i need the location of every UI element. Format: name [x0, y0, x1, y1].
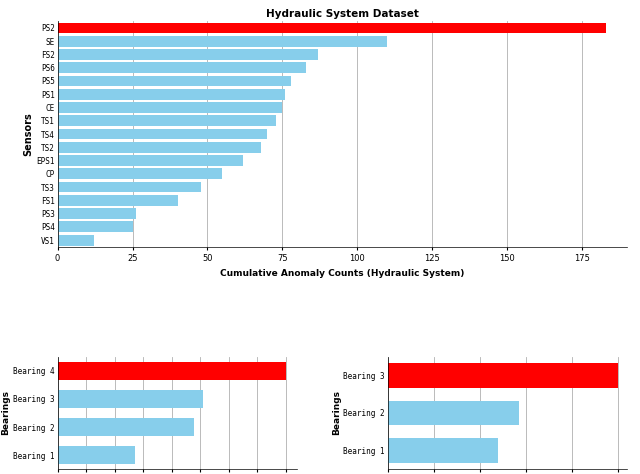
Bar	[58, 195, 177, 206]
Bar	[58, 62, 307, 73]
Bar	[58, 221, 132, 232]
Bar	[388, 363, 618, 388]
Bar	[58, 446, 135, 465]
Y-axis label: Bearings: Bearings	[1, 391, 10, 436]
Bar	[58, 390, 204, 408]
Bar	[58, 23, 606, 33]
Bar	[58, 208, 136, 219]
Bar	[58, 168, 223, 179]
Bar	[58, 142, 262, 153]
X-axis label: Cumulative Anomaly Counts (Hydraulic System): Cumulative Anomaly Counts (Hydraulic Sys…	[220, 269, 465, 278]
Bar	[58, 362, 285, 380]
Title: Hydraulic System Dataset: Hydraulic System Dataset	[266, 9, 419, 19]
Bar	[58, 36, 387, 46]
Bar	[388, 438, 499, 463]
Bar	[58, 89, 285, 100]
Bar	[58, 49, 319, 60]
Bar	[58, 128, 268, 139]
Bar	[58, 235, 93, 246]
Y-axis label: Bearings: Bearings	[332, 391, 340, 436]
Bar	[58, 75, 291, 86]
Bar	[58, 115, 276, 126]
Y-axis label: Sensors: Sensors	[24, 112, 33, 156]
Bar	[58, 102, 282, 113]
Bar	[58, 418, 195, 436]
Bar	[58, 155, 243, 166]
Bar	[388, 401, 518, 425]
Bar	[58, 182, 202, 192]
